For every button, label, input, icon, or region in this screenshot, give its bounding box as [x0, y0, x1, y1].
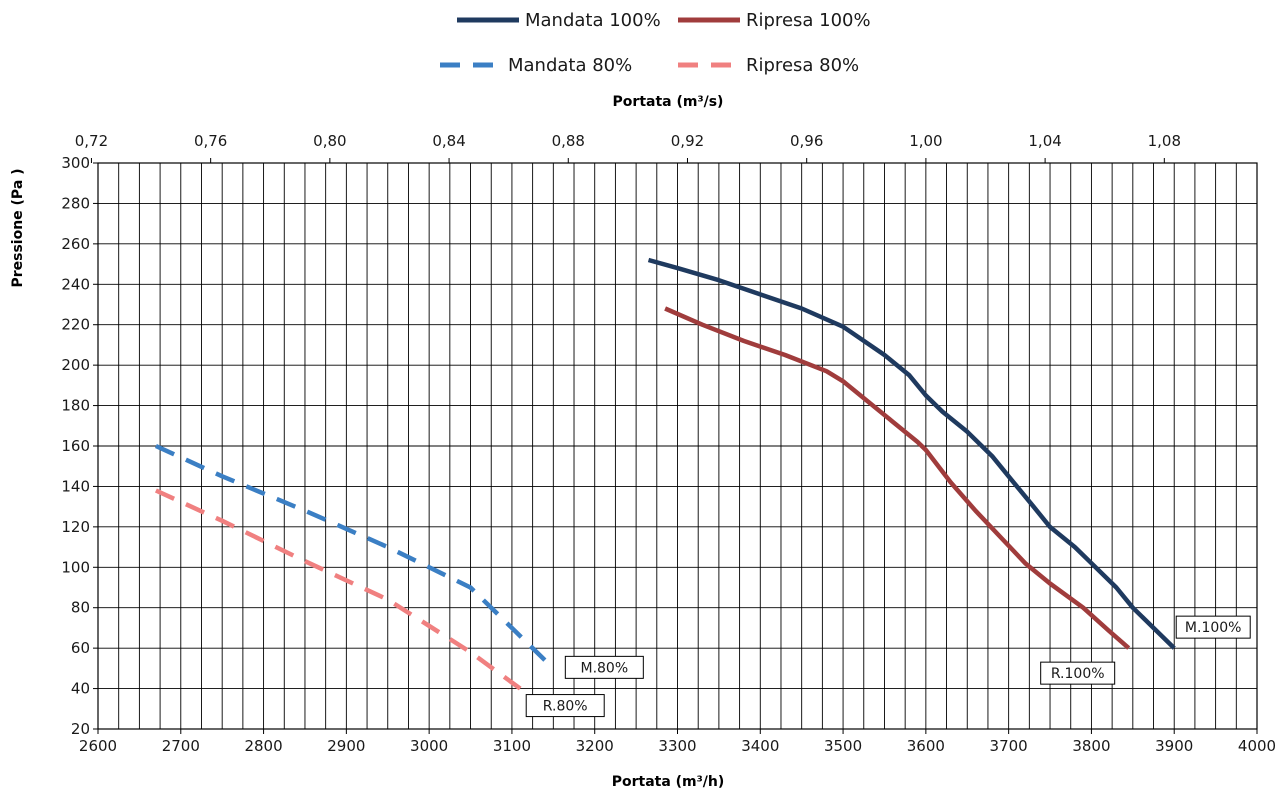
y-tick-label: 160 — [61, 437, 90, 455]
series-line-mandata-80 — [154, 443, 555, 671]
y-tick-label: 80 — [71, 599, 90, 617]
x2-axis-title: Portata (m³/s) — [613, 94, 724, 110]
data-label-m-80--box — [564, 655, 644, 679]
legend-label-ripresa-100: Ripresa 100% — [746, 10, 871, 31]
x2-tick-label: 0,88 — [552, 132, 585, 150]
grid — [97, 162, 1258, 730]
x-tick-label: 3100 — [493, 737, 531, 755]
y-tick-label: 60 — [71, 639, 90, 657]
x2-tick-label: 0,80 — [313, 132, 346, 150]
legend-label-mandata-100: Mandata 100% — [525, 10, 661, 31]
x2-tick-label: 0,96 — [790, 132, 823, 150]
x-tick-label: 2600 — [79, 737, 117, 755]
series-line-ripresa-100 — [664, 306, 1131, 650]
x-tick-label: 4000 — [1238, 737, 1276, 755]
x-tick-label: 3700 — [990, 737, 1028, 755]
legend-label-mandata-80: Mandata 80% — [508, 55, 632, 76]
legend-label-ripresa-80: Ripresa 80% — [746, 55, 859, 76]
annotations: M.100% R.100% M.80% R.80% — [525, 615, 1251, 718]
data-label-m-100-: M.100% — [1185, 620, 1242, 636]
x2-tick-label: 1,00 — [909, 132, 942, 150]
data-label-m-80-: M.80% — [580, 660, 628, 676]
y-tick-label: 300 — [61, 154, 90, 172]
x-tick-label: 3300 — [658, 737, 696, 755]
data-label-r-80-: R.80% — [543, 699, 588, 715]
x-tick-label: 2900 — [327, 737, 365, 755]
x-tick-label: 3500 — [824, 737, 862, 755]
y-tick-label: 220 — [61, 316, 90, 334]
x-axis-title: Portata (m³/h) — [612, 774, 725, 790]
y-tick-label: 280 — [61, 194, 90, 212]
x2-tick-label: 1,08 — [1148, 132, 1181, 150]
series-line-ripresa-80 — [154, 488, 522, 691]
legend: Mandata 100% Ripresa 100% Mandata 80% Ripre… — [440, 10, 871, 76]
y-tick-label: 40 — [71, 680, 90, 698]
data-label-r-80--box — [525, 694, 605, 718]
series-layer — [154, 257, 1176, 691]
x2-tick-label: 1,04 — [1028, 132, 1061, 150]
y-tick-label: 240 — [61, 275, 90, 293]
x2-tick-label: 0,72 — [75, 132, 108, 150]
data-label-m-100--box — [1175, 615, 1251, 639]
x-tick-label: 2800 — [244, 737, 282, 755]
x-tick-label: 3800 — [1072, 737, 1110, 755]
y-tick-label: 120 — [61, 518, 90, 536]
y-tick-label: 200 — [61, 356, 90, 374]
y-tick-label: 180 — [61, 397, 90, 415]
x2-tick-label: 0,76 — [194, 132, 227, 150]
y-tick-label: 260 — [61, 235, 90, 253]
y-tick-label: 100 — [61, 558, 90, 576]
x-tick-label: 3400 — [741, 737, 779, 755]
data-label-r-100-: R.100% — [1051, 666, 1105, 682]
y-tick-label: 20 — [71, 720, 90, 738]
x2-tick-label: 0,84 — [432, 132, 465, 150]
x-tick-label: 3900 — [1155, 737, 1193, 755]
x-tick-label: 3600 — [907, 737, 945, 755]
ticks: 2600 2700 2800 2900 3000 3100 3200 3300 3400 3500… — [61, 132, 1276, 755]
data-label-r-100--box — [1040, 661, 1116, 685]
x-tick-label: 3000 — [410, 737, 448, 755]
y-axis-title: Pressione (Pa ) — [10, 168, 26, 287]
x-tick-label: 3200 — [576, 737, 614, 755]
series-line-mandata-100 — [647, 257, 1176, 650]
x2-tick-label: 0,92 — [671, 132, 704, 150]
x-tick-label: 2700 — [162, 737, 200, 755]
y-tick-label: 140 — [61, 477, 90, 495]
